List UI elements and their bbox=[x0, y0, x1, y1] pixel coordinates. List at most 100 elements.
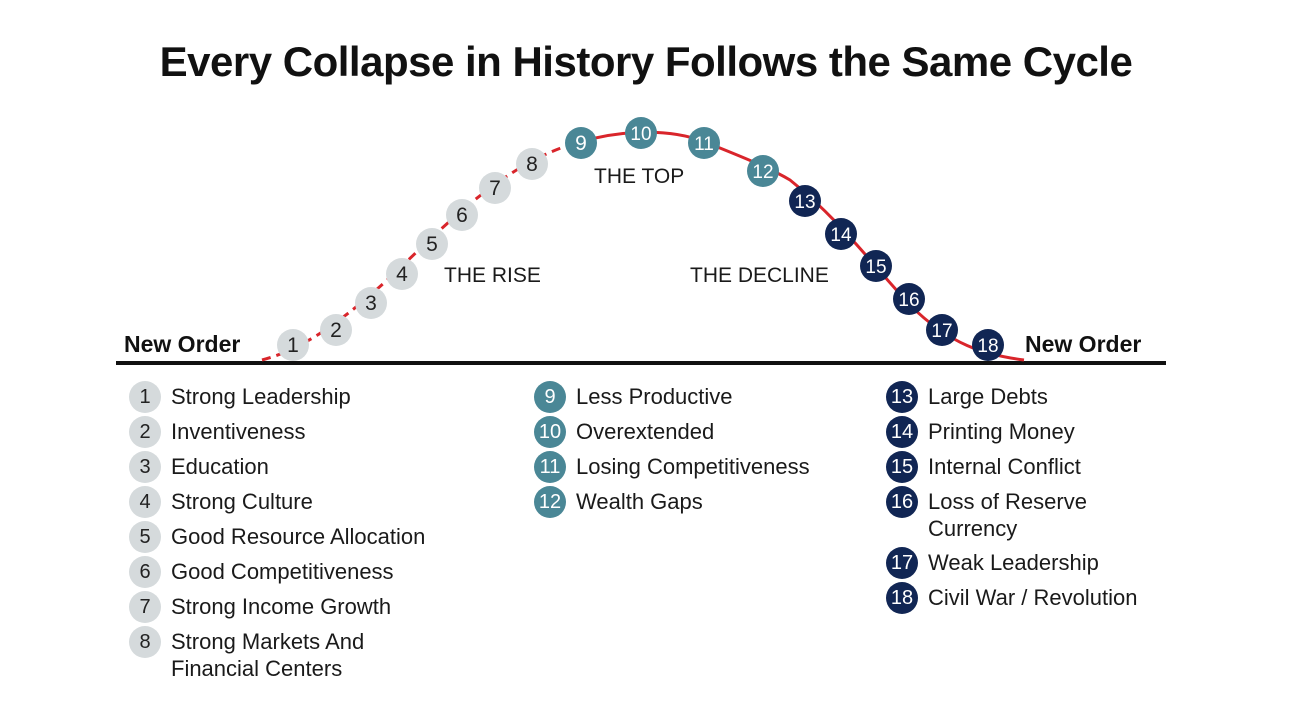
stage-marker-number: 9 bbox=[575, 132, 587, 155]
legend-label: Overextended bbox=[576, 419, 715, 444]
stage-marker-number: 15 bbox=[865, 257, 886, 278]
stage-marker-4: 4 bbox=[386, 258, 418, 290]
legend-item-10: 10 Overextended bbox=[534, 416, 714, 448]
legend-label: Strong Culture bbox=[171, 489, 313, 514]
stage-marker-circle bbox=[747, 155, 779, 187]
stage-marker-number: 12 bbox=[752, 162, 773, 183]
stage-marker-7: 7 bbox=[479, 172, 511, 204]
stage-marker-13: 13 bbox=[789, 185, 821, 217]
stage-marker-3: 3 bbox=[355, 287, 387, 319]
legend-item-4: 4 Strong Culture bbox=[129, 486, 313, 518]
stage-marker-number: 11 bbox=[694, 134, 714, 155]
stage-marker-number: 7 bbox=[489, 177, 501, 200]
legend-label: Inventiveness bbox=[171, 419, 306, 444]
stage-marker-number: 18 bbox=[977, 336, 998, 357]
legend-badge: 1 bbox=[129, 381, 161, 413]
stage-marker-number: 8 bbox=[526, 153, 538, 176]
legend-badge: 10 bbox=[534, 416, 566, 448]
legend-label: Large Debts bbox=[928, 384, 1048, 409]
legend-item-15: 15 Internal Conflict bbox=[886, 451, 1081, 483]
stage-marker-number: 5 bbox=[426, 233, 438, 256]
legend-badge: 3 bbox=[129, 451, 161, 483]
legend-item-11: 11 Losing Competitiveness bbox=[534, 451, 810, 483]
legend-item-8: 8 Strong Markets And Financial Centers bbox=[129, 626, 364, 682]
legend-label: Good Competitiveness bbox=[171, 559, 394, 584]
stage-marker-2: 2 bbox=[320, 314, 352, 346]
new-order-label-right: New Order bbox=[1025, 331, 1142, 357]
legend-item-2: 2 Inventiveness bbox=[129, 416, 306, 448]
stage-marker-number: 10 bbox=[630, 124, 651, 145]
stage-marker-circle bbox=[565, 127, 597, 159]
legend-item-1: 1 Strong Leadership bbox=[129, 381, 351, 413]
stage-marker-circle bbox=[386, 258, 418, 290]
stage-marker-circle bbox=[625, 117, 657, 149]
stage-marker-circle bbox=[893, 283, 925, 315]
stage-marker-circle bbox=[825, 218, 857, 250]
stage-marker-number: 13 bbox=[794, 192, 815, 213]
legend-badge: 7 bbox=[129, 591, 161, 623]
legend-badge: 12 bbox=[534, 486, 566, 518]
legend-badge: 17 bbox=[886, 547, 918, 579]
stage-marker-circle bbox=[688, 127, 720, 159]
phase-label-decline: THE DECLINE bbox=[690, 264, 829, 287]
legend-label: Civil War / Revolution bbox=[928, 585, 1138, 610]
legend-badge: 8 bbox=[129, 626, 161, 658]
legend-item-16: 16 Loss of Reserve Currency bbox=[886, 486, 1087, 542]
legend-label: Strong Markets And Financial Centers bbox=[171, 629, 365, 681]
legend-label: Printing Money bbox=[928, 419, 1075, 444]
stage-marker-number: 14 bbox=[830, 225, 852, 246]
legend-item-7: 7 Strong Income Growth bbox=[129, 591, 391, 623]
legend-item-12: 12 Wealth Gaps bbox=[534, 486, 703, 518]
stage-marker-circle bbox=[516, 148, 548, 180]
stage-marker-number: 2 bbox=[330, 319, 342, 342]
stage-marker-17: 17 bbox=[926, 314, 958, 346]
stage-marker-circle bbox=[972, 329, 1004, 361]
legend-badge: 15 bbox=[886, 451, 918, 483]
stage-marker-circle bbox=[789, 185, 821, 217]
stage-marker-number: 1 bbox=[287, 334, 299, 357]
legend-label: Loss of Reserve Currency bbox=[928, 489, 1087, 541]
stage-marker-number: 16 bbox=[898, 290, 919, 311]
legend-item-14: 14 Printing Money bbox=[886, 416, 1075, 448]
legend-label: Good Resource Allocation bbox=[171, 524, 426, 549]
stage-marker-8: 8 bbox=[516, 148, 548, 180]
legend-label: Less Productive bbox=[576, 384, 733, 409]
stage-marker-15: 15 bbox=[860, 250, 892, 282]
page-title: Every Collapse in History Follows the Sa… bbox=[159, 38, 1133, 85]
stage-marker-circle bbox=[355, 287, 387, 319]
stage-marker-number: 4 bbox=[396, 263, 408, 286]
stage-marker-number: 6 bbox=[456, 204, 468, 227]
legend-label: Wealth Gaps bbox=[576, 489, 703, 514]
legend-label: Education bbox=[171, 454, 269, 479]
stage-marker-11: 11 bbox=[688, 127, 720, 159]
stage-marker-1: 1 bbox=[277, 329, 309, 361]
legend-label: Losing Competitiveness bbox=[576, 454, 810, 479]
legend-badge: 11 bbox=[534, 451, 566, 483]
legend-item-18: 18 Civil War / Revolution bbox=[886, 582, 1137, 614]
stage-marker-circle bbox=[926, 314, 958, 346]
new-order-label-left: New Order bbox=[124, 331, 241, 357]
stage-marker-18: 18 bbox=[972, 329, 1004, 361]
stage-marker-10: 10 bbox=[625, 117, 657, 149]
phase-label-top: THE TOP bbox=[594, 165, 685, 188]
stage-marker-12: 12 bbox=[747, 155, 779, 187]
stage-marker-circle bbox=[479, 172, 511, 204]
legend-badge: 18 bbox=[886, 582, 918, 614]
stage-marker-14: 14 bbox=[825, 218, 857, 250]
stage-marker-circle bbox=[416, 228, 448, 260]
stage-marker-circle bbox=[277, 329, 309, 361]
legend-label: Strong Income Growth bbox=[171, 594, 392, 619]
legend-item-5: 5 Good Resource Allocation bbox=[129, 521, 425, 553]
stage-marker-circle bbox=[860, 250, 892, 282]
stage-marker-circle bbox=[446, 199, 478, 231]
legend-badge: 13 bbox=[886, 381, 918, 413]
legend-badge: 5 bbox=[129, 521, 161, 553]
legend-badge: 9 bbox=[534, 381, 566, 413]
stage-marker-6: 6 bbox=[446, 199, 478, 231]
legend-badge: 4 bbox=[129, 486, 161, 518]
stage-marker-number: 3 bbox=[365, 292, 377, 315]
legend-label: Internal Conflict bbox=[928, 454, 1081, 479]
stage-marker-circle bbox=[320, 314, 352, 346]
